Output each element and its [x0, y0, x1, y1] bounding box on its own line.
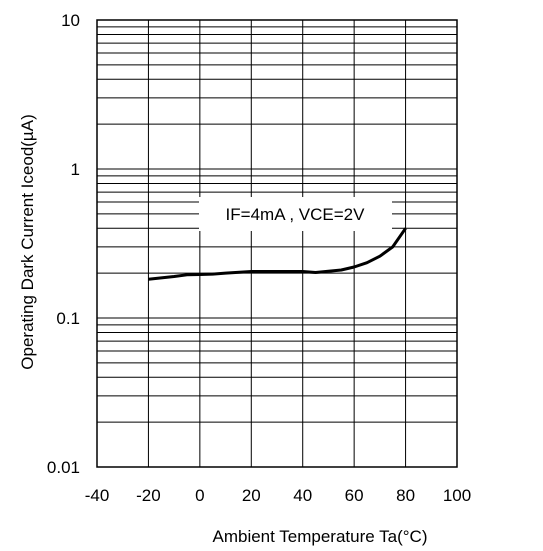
- x-tick-label: -20: [136, 486, 161, 505]
- x-axis-title: Ambient Temperature Ta(°C): [213, 527, 428, 546]
- x-tick-label: 100: [443, 486, 471, 505]
- x-tick-label: 0: [195, 486, 204, 505]
- y-tick-label: 1: [71, 160, 80, 179]
- x-tick-label: 20: [242, 486, 261, 505]
- y-tick-label: 10: [61, 11, 80, 30]
- grid: [97, 19, 457, 468]
- plot-frame: [96, 19, 458, 468]
- series-line-0: [148, 227, 407, 281]
- x-tick-label: 40: [293, 486, 312, 505]
- test-condition-annotation: IF=4mA , VCE=2V: [226, 205, 366, 224]
- y-tick-label: 0.01: [47, 458, 80, 477]
- x-tick-label: -40: [85, 486, 110, 505]
- y-axis-title: Operating Dark Current Iceod(µA): [18, 114, 37, 369]
- x-tick-label: 60: [345, 486, 364, 505]
- x-tick-label: 80: [396, 486, 415, 505]
- annotation-box: [199, 197, 392, 231]
- y-tick-label: 0.1: [56, 309, 80, 328]
